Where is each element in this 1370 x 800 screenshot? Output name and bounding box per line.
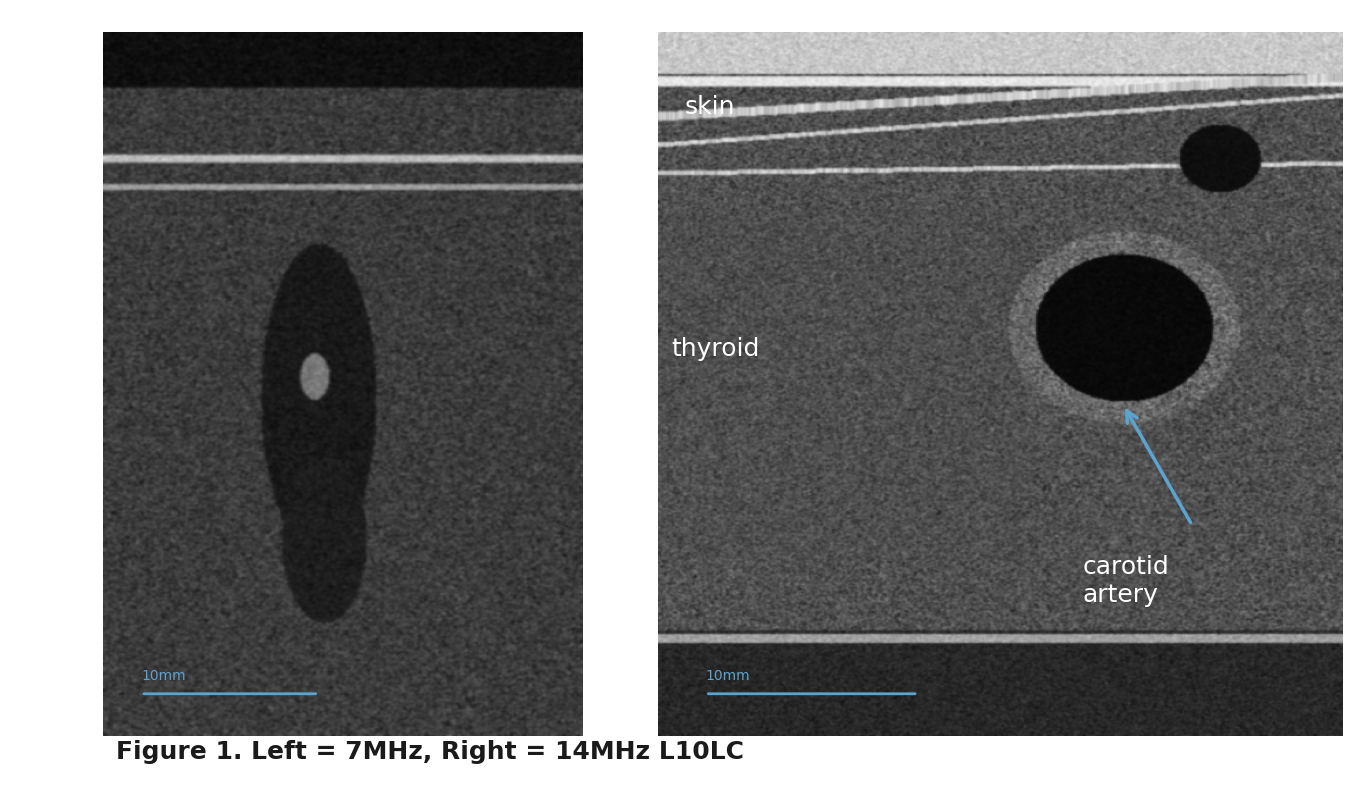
- Text: 10mm: 10mm: [706, 669, 751, 683]
- Text: thyroid: thyroid: [671, 337, 760, 361]
- Text: carotid
artery: carotid artery: [1082, 555, 1169, 607]
- Text: Figure 1. Left = 7MHz, Right = 14MHz L10LC: Figure 1. Left = 7MHz, Right = 14MHz L10…: [116, 740, 744, 764]
- Text: 10mm: 10mm: [141, 669, 186, 683]
- Text: skin: skin: [685, 95, 736, 119]
